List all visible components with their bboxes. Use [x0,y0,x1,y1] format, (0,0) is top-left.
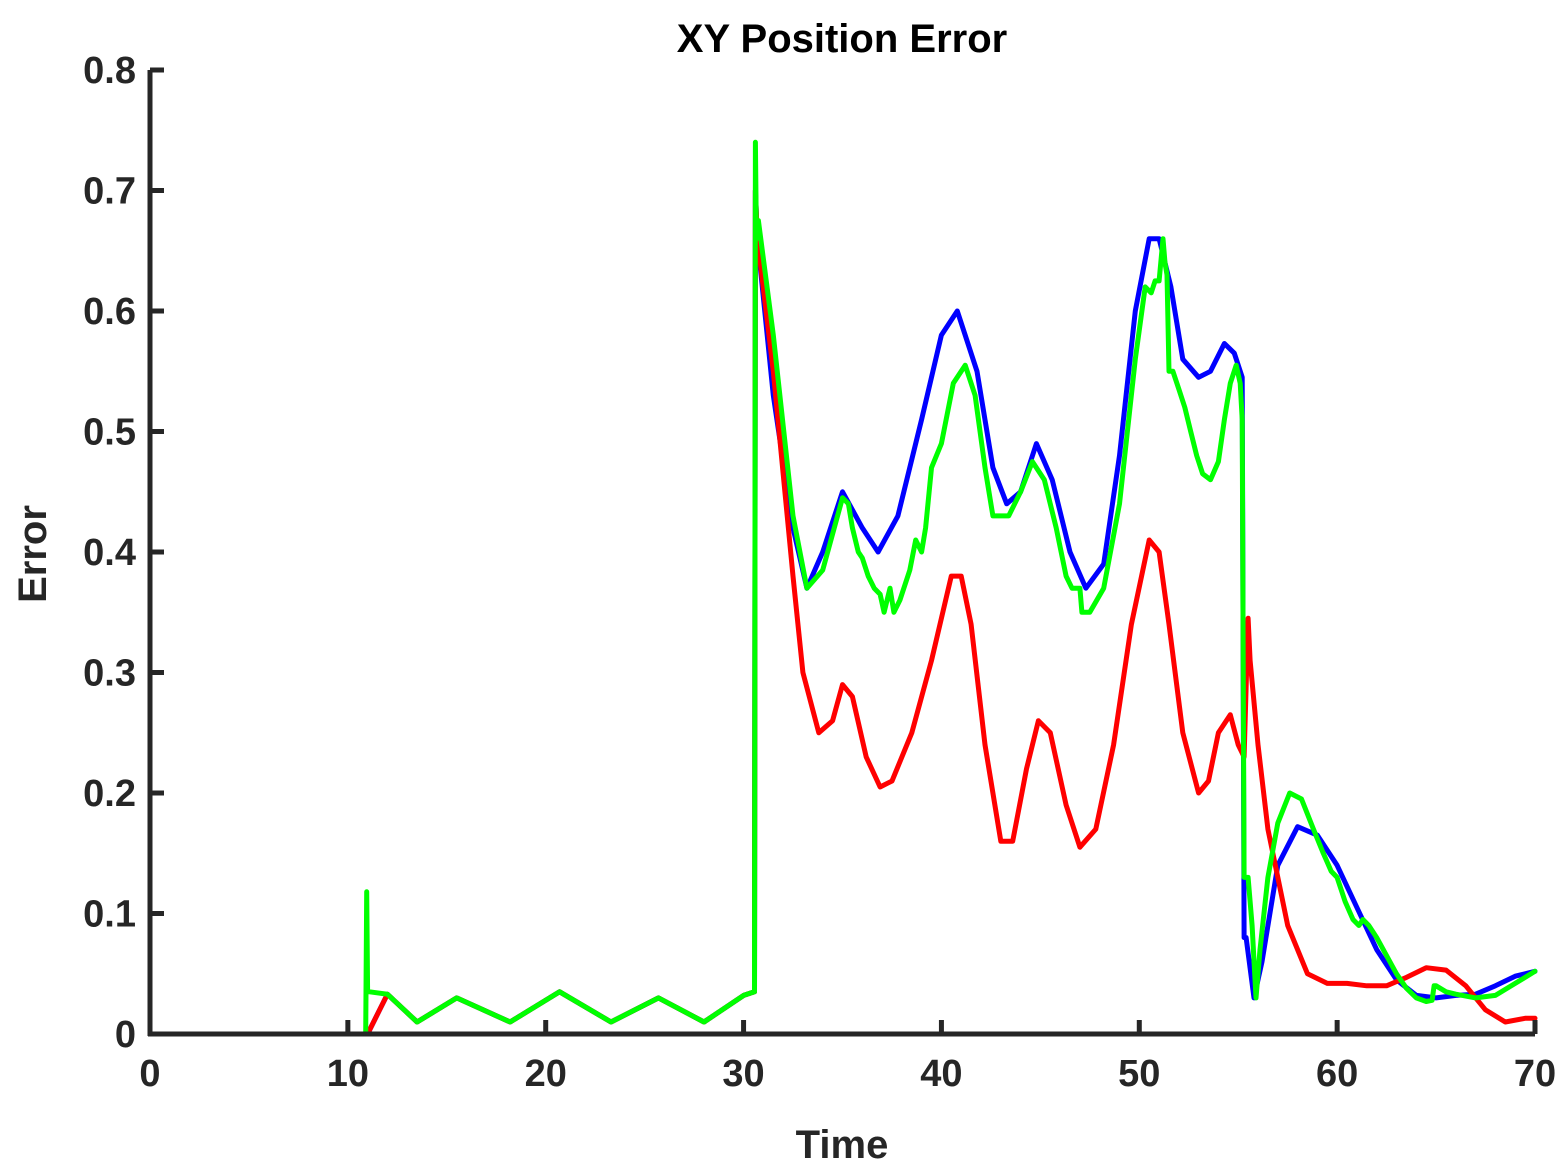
y-tick-label: 0 [115,1014,136,1056]
x-tick-label: 50 [1118,1053,1160,1095]
y-tick-label: 0.3 [83,653,136,695]
y-tick-label: 0.5 [83,412,136,454]
y-tick-label: 0.8 [83,50,136,92]
x-axis-title: Time [796,1123,889,1167]
y-axis-title: Error [11,505,55,603]
y-tick-label: 0.7 [83,171,136,213]
green-series-line [167,139,1538,1037]
x-tick-label: 40 [920,1053,962,1095]
x-tick-label: 30 [722,1053,764,1095]
x-tick-label: 10 [327,1053,369,1095]
series-layer [167,139,1538,1037]
y-tick-label: 0.4 [83,532,136,574]
x-ticks: 0 10 20 30 40 50 60 70 [139,1020,1556,1095]
x-tick-label: 0 [139,1053,160,1095]
y-tick-label: 0.1 [83,894,136,936]
y-tick-label: 0.6 [83,291,136,333]
x-tick-label: 70 [1514,1053,1556,1095]
chart-title: XY Position Error [677,17,1007,61]
y-tick-label: 0.2 [83,773,136,815]
y-ticks: 0 0.1 0.2 0.3 0.4 0.5 0.6 0.7 0.8 [83,50,164,1056]
x-tick-label: 20 [525,1053,567,1095]
x-tick-label: 60 [1316,1053,1358,1095]
